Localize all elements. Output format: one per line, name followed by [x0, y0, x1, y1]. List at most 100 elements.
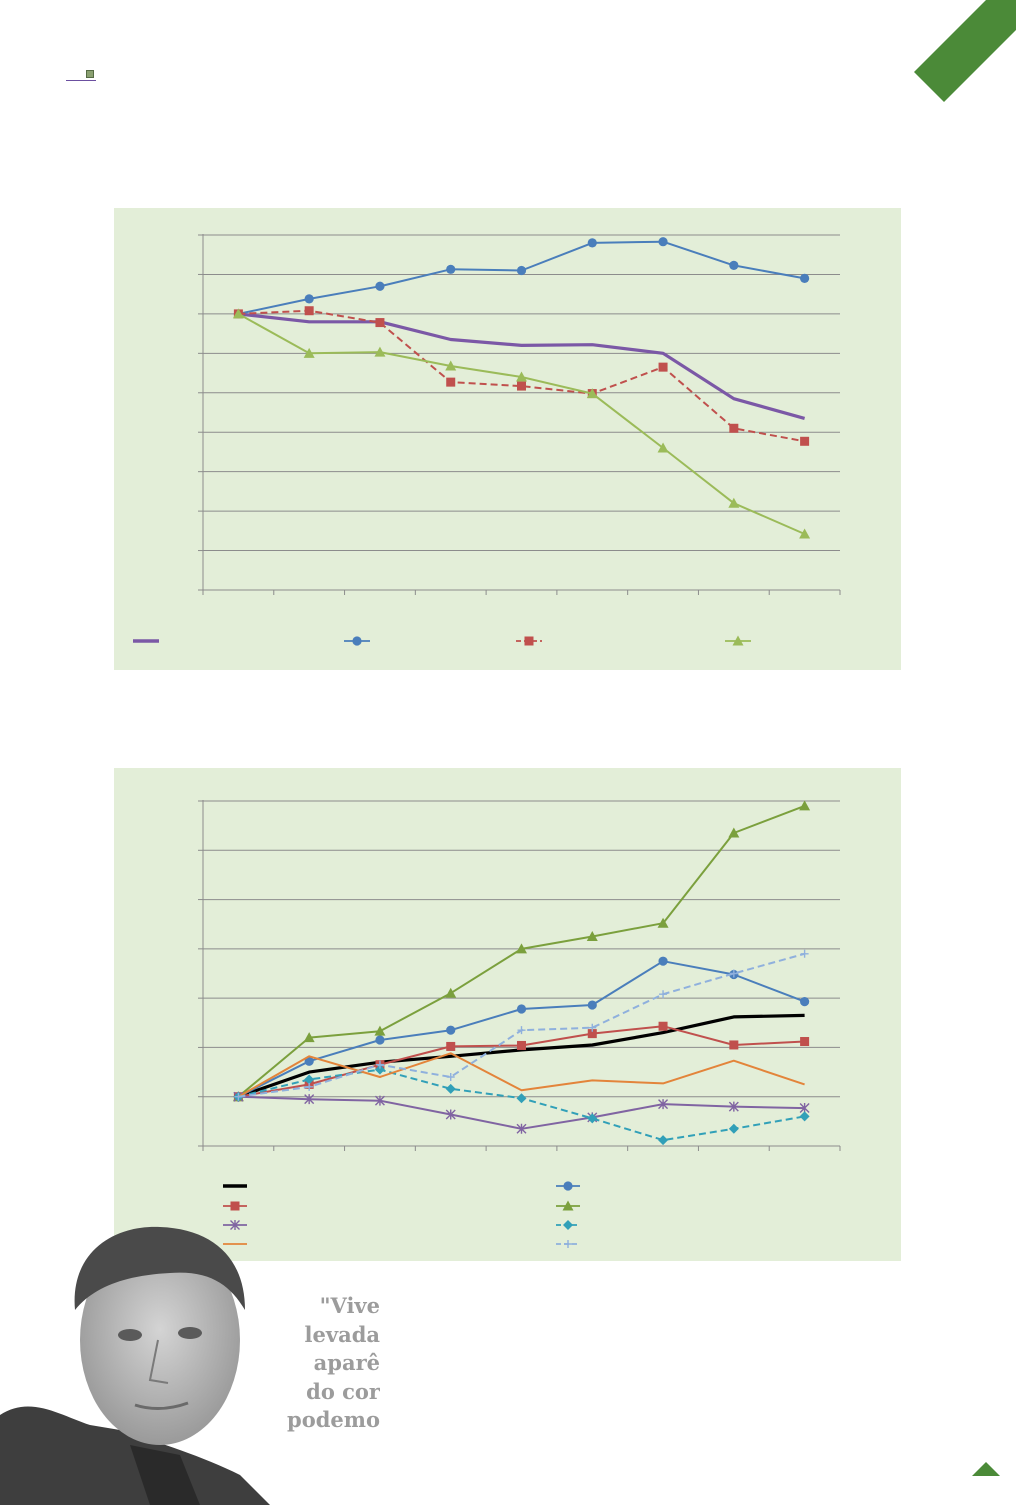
legend-marker [524, 636, 534, 646]
quote-text: "Vive levada aparê do cor podemo [250, 1292, 380, 1435]
data-point [657, 917, 669, 928]
quote-line: podemo [287, 1407, 380, 1432]
data-point [374, 346, 386, 357]
data-point [446, 1073, 455, 1081]
data-point [516, 1093, 527, 1104]
legend-marker [230, 1220, 240, 1230]
data-point [658, 362, 668, 372]
data-point [304, 306, 314, 316]
data-point [375, 281, 385, 291]
legend [133, 635, 751, 646]
data-point [799, 1111, 810, 1122]
legend-marker [562, 1200, 574, 1211]
data-point [728, 497, 740, 508]
data-point [516, 943, 527, 954]
legend-marker [230, 1201, 240, 1211]
data-point [800, 436, 810, 446]
data-point [303, 347, 315, 358]
series-2 [233, 237, 810, 319]
chart-1-plot [133, 234, 841, 646]
data-point [304, 1056, 314, 1066]
legend-entry [556, 1220, 580, 1230]
data-point [234, 1092, 243, 1101]
legend-entry [556, 1181, 580, 1191]
legend-marker [563, 1220, 573, 1230]
legend-entry [344, 636, 370, 646]
data-point [728, 827, 740, 838]
data-point [729, 423, 739, 433]
data-point [446, 1041, 456, 1051]
data-point [658, 956, 668, 966]
data-point [728, 1123, 739, 1134]
chart-2-plot [198, 800, 841, 1248]
data-point [375, 318, 385, 328]
series-4 [232, 800, 811, 1102]
series-8 [234, 949, 809, 1101]
data-point [729, 969, 738, 978]
legend-entry [223, 1201, 247, 1211]
quote-line: levada [304, 1321, 380, 1347]
series-7 [237, 1052, 805, 1098]
data-point [657, 442, 669, 453]
legend-entry [516, 636, 542, 646]
data-point [799, 528, 811, 539]
data-point [658, 1099, 669, 1110]
series-4 [232, 308, 811, 539]
data-point [729, 1040, 739, 1050]
data-point [658, 1021, 668, 1031]
quote-overlay [365, 1262, 1016, 1505]
data-point [446, 1025, 456, 1035]
data-point [304, 294, 314, 304]
data-point [517, 381, 526, 391]
data-point [799, 800, 811, 811]
legend-marker [352, 636, 362, 646]
data-point [800, 949, 809, 958]
data-point [586, 931, 598, 942]
data-point [728, 1101, 739, 1112]
data-point [517, 1040, 526, 1050]
data-point [800, 1037, 810, 1047]
data-point [586, 388, 598, 399]
data-point [516, 371, 527, 382]
series-6 [233, 1064, 810, 1146]
small-square-bullet-icon [66, 68, 96, 82]
series-line [238, 240, 805, 315]
data-point [516, 1123, 527, 1134]
data-point [446, 264, 456, 274]
data-point [517, 1026, 526, 1035]
data-point [800, 996, 810, 1007]
data-point [305, 1082, 314, 1091]
data-point [516, 265, 527, 276]
series-1 [238, 312, 806, 420]
data-point [375, 1035, 385, 1045]
legend-entry [725, 635, 751, 646]
data-point [587, 238, 597, 248]
line-chart-2 [114, 768, 901, 1261]
data-point [304, 1094, 315, 1105]
up-arrow-icon[interactable] [970, 1460, 1002, 1480]
data-point [799, 1103, 810, 1114]
data-point [446, 377, 456, 387]
grid-lines [198, 234, 840, 552]
data-point [232, 308, 244, 319]
data-point [729, 260, 739, 270]
series-line [238, 312, 806, 420]
legend-marker [563, 1181, 573, 1191]
data-point [658, 237, 668, 247]
data-point [374, 1064, 385, 1075]
quote-line: do cor [306, 1378, 380, 1404]
data-point [658, 1135, 669, 1146]
series-2 [233, 956, 810, 1102]
legend-marker [732, 635, 744, 646]
data-point [445, 1109, 456, 1120]
legend [223, 1181, 580, 1248]
data-point [588, 1023, 597, 1032]
quote-line: "Vive [319, 1293, 380, 1318]
quote-line: aparê [313, 1350, 380, 1375]
series-line [238, 952, 805, 1098]
data-point [659, 990, 668, 999]
data-point [587, 1000, 597, 1010]
legend-entry [556, 1200, 580, 1211]
data-point [445, 1083, 456, 1094]
legend-entry [223, 1220, 247, 1230]
